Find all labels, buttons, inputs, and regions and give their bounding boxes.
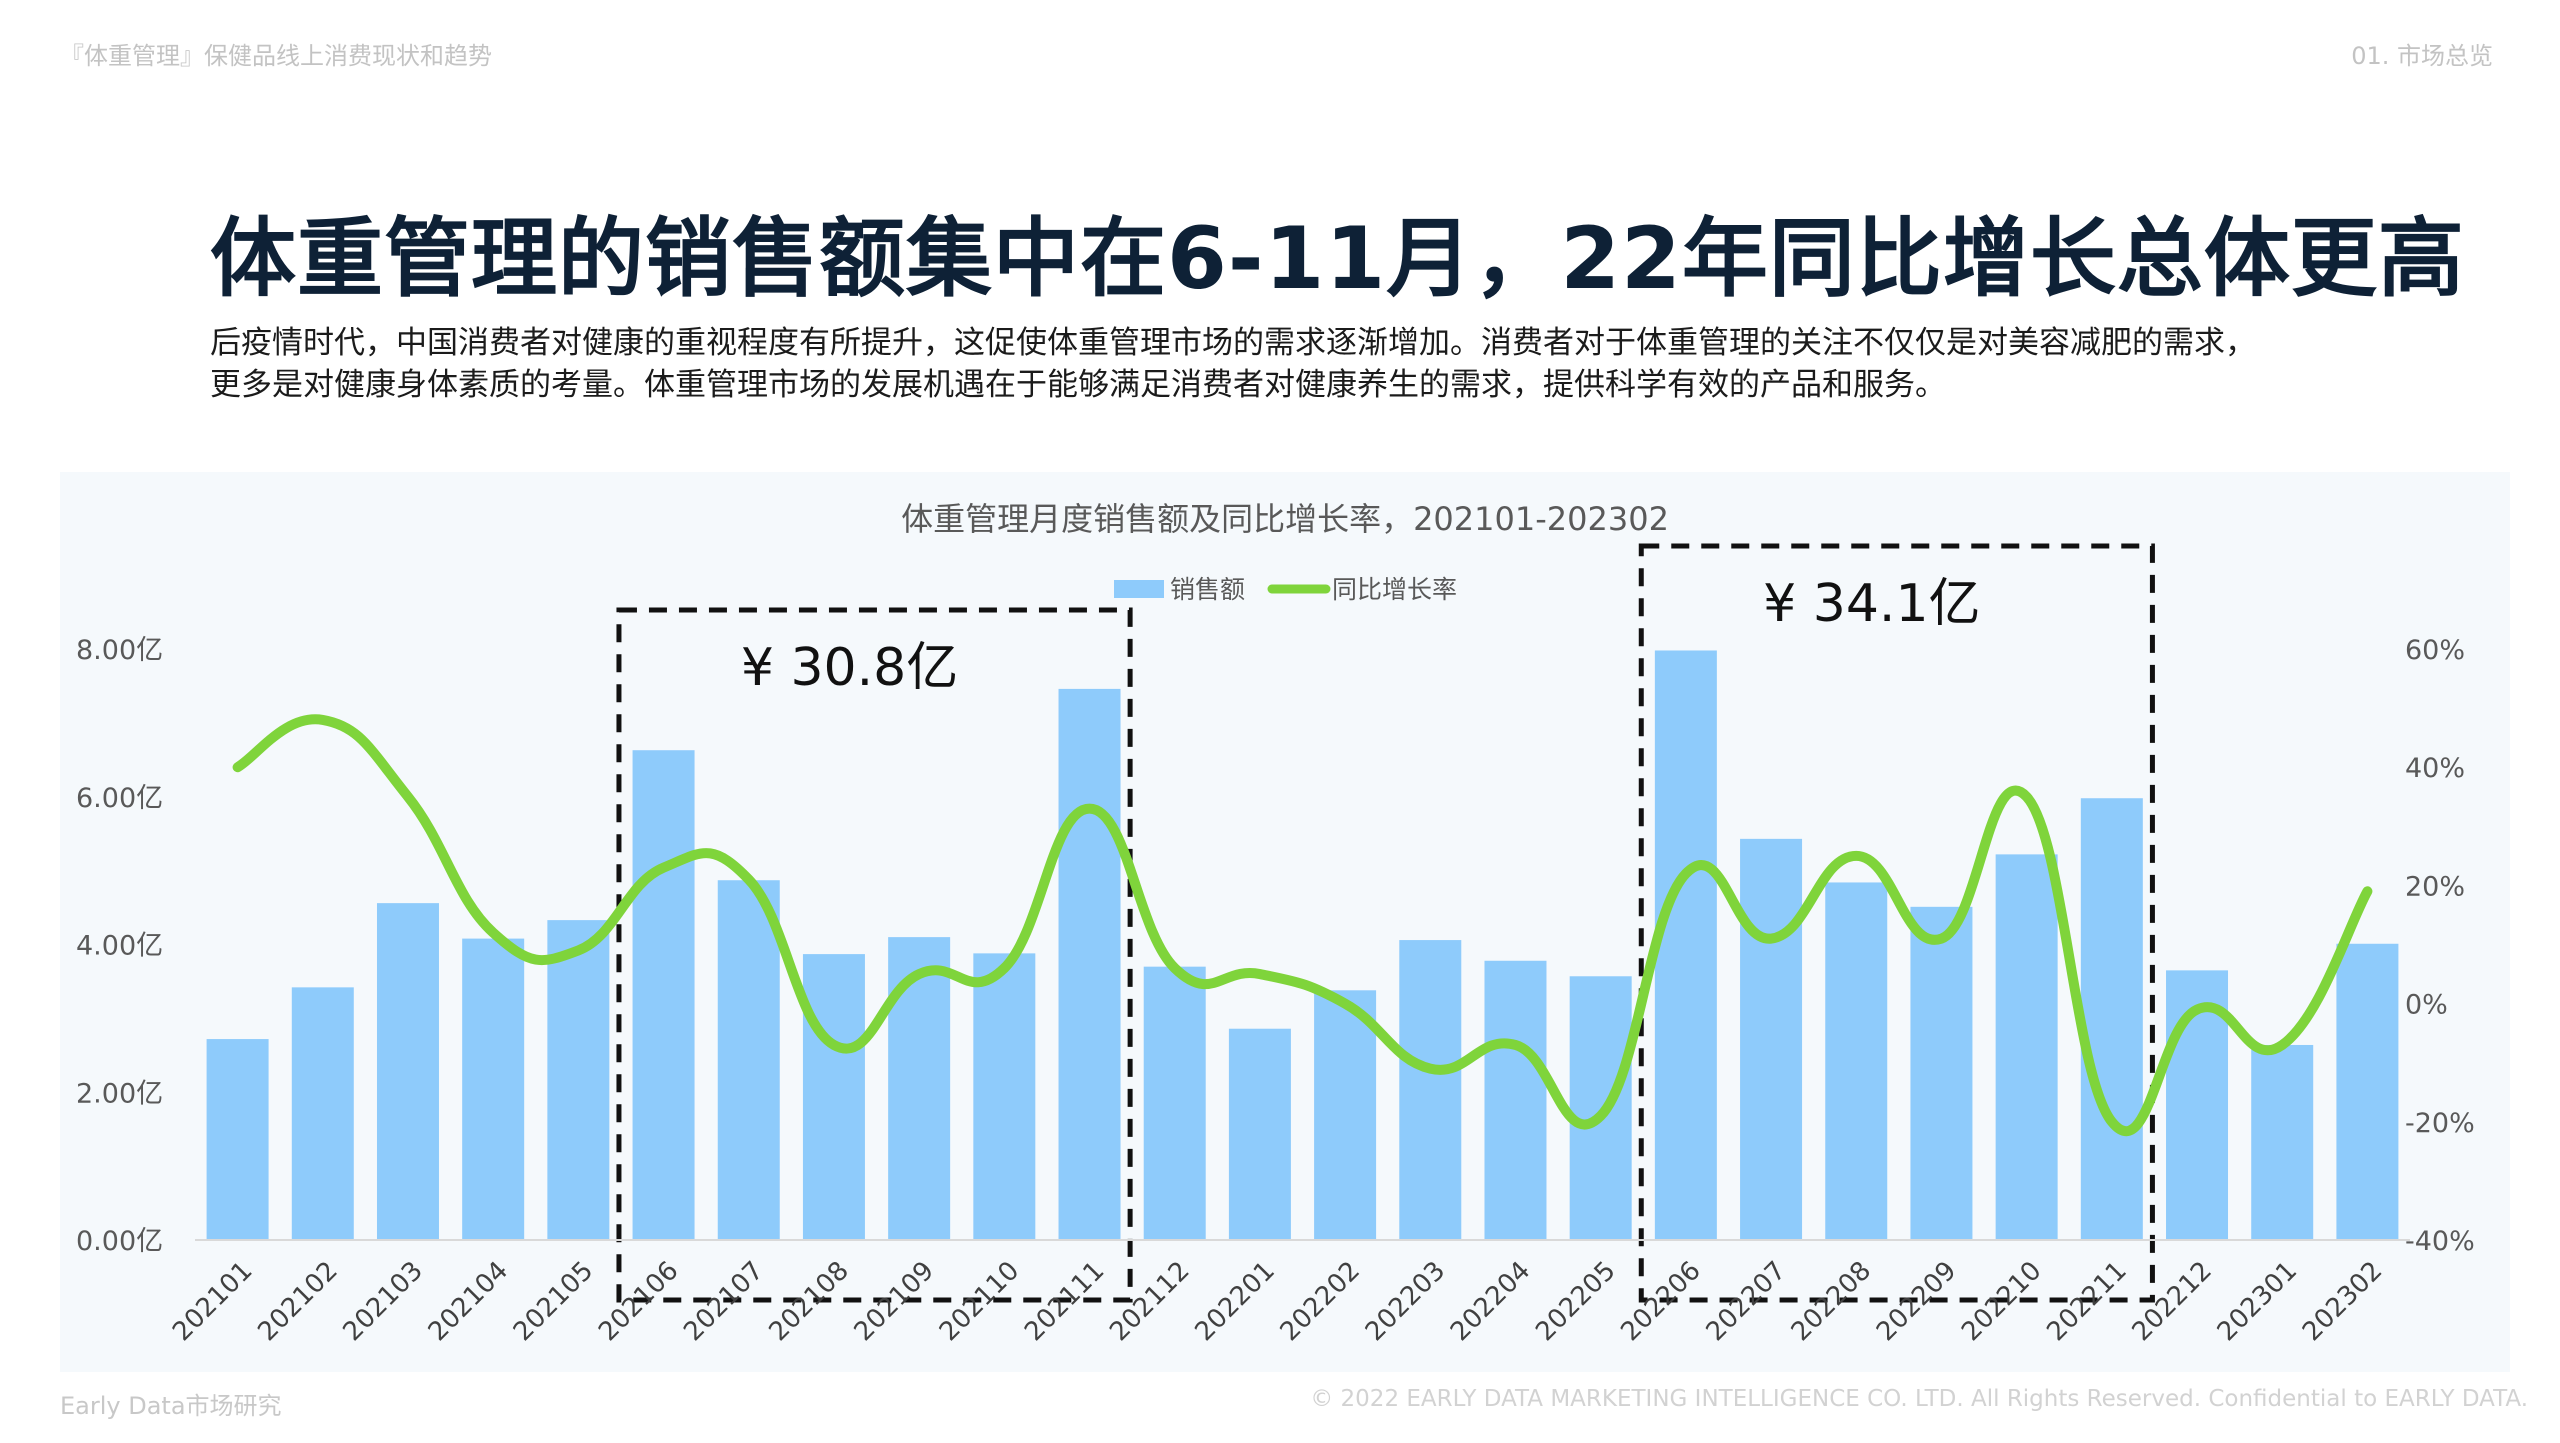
legend-line-label: 同比增长率 xyxy=(1332,575,1457,604)
bar-series xyxy=(206,650,2399,1240)
bar-202101 xyxy=(206,1039,269,1240)
bar-202111 xyxy=(1058,688,1121,1240)
bar-202109 xyxy=(888,937,951,1240)
bar-202209 xyxy=(1910,906,1973,1240)
x-axis-tick: 202109 xyxy=(849,1256,940,1347)
x-axis-tick: 202103 xyxy=(338,1256,429,1347)
x-axis-tick: 202208 xyxy=(1786,1256,1877,1347)
bar-202108 xyxy=(802,954,865,1240)
left-axis-tick: 0.00亿 xyxy=(76,1226,163,1257)
annotation-label: ¥ 34.1亿 xyxy=(1763,574,1980,634)
right-axis-tick: -20% xyxy=(2405,1108,2475,1139)
x-axis-tick: 202108 xyxy=(763,1256,854,1347)
report-title: 『体重管理』保健品线上消费现状和趋势 xyxy=(60,42,492,70)
growth-rate-line xyxy=(232,714,2373,1137)
bar-202211 xyxy=(2080,798,2143,1240)
x-axis-tick: 202203 xyxy=(1360,1256,1451,1347)
bar-202102 xyxy=(291,987,354,1240)
bar-202206 xyxy=(1654,650,1717,1240)
sales-growth-chart: ¥ 30.8亿 ¥ 34.1亿 0.00亿 2.00亿 4.00亿 6.00亿 8.00亿… xyxy=(76,500,2475,1347)
left-axis-tick: 2.00亿 xyxy=(76,1078,163,1109)
bar-202204 xyxy=(1484,960,1547,1240)
right-axis-tick: 20% xyxy=(2405,871,2465,902)
description-line: 后疫情时代，中国消费者对健康的重视程度有所提升，这促使体重管理市场的需求逐渐增加… xyxy=(210,325,2256,361)
bar-202107 xyxy=(717,880,780,1240)
x-axis-tick: 202201 xyxy=(1189,1256,1280,1347)
bar-202203 xyxy=(1399,940,1462,1240)
line-series xyxy=(232,714,2373,1137)
footer-brand: Early Data市场研究 xyxy=(60,1392,282,1420)
chart-panel: ¥ 30.8亿 ¥ 34.1亿 0.00亿 2.00亿 4.00亿 6.00亿 8.00亿… xyxy=(60,472,2510,1372)
x-axis-tick: 202104 xyxy=(423,1256,514,1347)
left-axis-tick: 8.00亿 xyxy=(76,635,163,666)
left-axis-tick: 6.00亿 xyxy=(76,783,163,814)
bar-202301 xyxy=(2251,1044,2314,1240)
description: 后疫情时代，中国消费者对健康的重视程度有所提升，这促使体重管理市场的需求逐渐增加… xyxy=(210,322,2256,406)
annotation-box xyxy=(1638,543,2155,1303)
section-label: 01. 市场总览 xyxy=(2351,42,2493,70)
bar-202208 xyxy=(1825,882,1888,1240)
left-axis-tick: 4.00亿 xyxy=(76,931,163,962)
legend: 销售额 同比增长率 xyxy=(1114,575,1457,604)
right-axis-tick: 60% xyxy=(2405,635,2465,666)
x-axis-tick: 202207 xyxy=(1701,1256,1792,1347)
right-axis-tick: 40% xyxy=(2405,753,2465,784)
bar-202110 xyxy=(973,953,1036,1240)
annotation-label: ¥ 30.8亿 xyxy=(741,638,958,698)
legend-bar-swatch xyxy=(1114,580,1164,598)
x-axis-tick: 202301 xyxy=(2212,1256,2303,1347)
legend-bar-label: 销售额 xyxy=(1170,575,1245,604)
bar-202106 xyxy=(632,750,695,1240)
x-axis-tick: 202205 xyxy=(1530,1256,1621,1347)
footer-copyright: © 2022 EARLY DATA MARKETING INTELLIGENCE… xyxy=(1310,1386,2528,1412)
right-axis-tick: 0% xyxy=(2405,990,2448,1021)
x-axis-tick: 202105 xyxy=(508,1256,599,1347)
annotation-box xyxy=(616,607,1133,1303)
x-axis-tick: 202302 xyxy=(2297,1256,2388,1347)
annotation-boxes: ¥ 30.8亿 ¥ 34.1亿 xyxy=(616,543,2155,1303)
bar-202103 xyxy=(376,903,439,1240)
x-axis-tick: 202202 xyxy=(1275,1256,1366,1347)
bar-202112 xyxy=(1143,966,1206,1240)
bar-202302 xyxy=(2336,943,2399,1240)
chart-title: 体重管理月度销售额及同比增长率，202101-202302 xyxy=(901,500,1669,538)
x-axis-tick: 202204 xyxy=(1445,1256,1536,1347)
right-axis-tick: -40% xyxy=(2405,1226,2475,1257)
bar-202207 xyxy=(1740,838,1803,1240)
bar-202105 xyxy=(547,920,610,1240)
bar-202201 xyxy=(1228,1028,1291,1240)
x-axis-tick: 202101 xyxy=(167,1256,258,1347)
bar-202205 xyxy=(1569,976,1632,1240)
x-axis-tick: 202102 xyxy=(252,1256,343,1347)
bar-202202 xyxy=(1314,990,1377,1240)
bar-202210 xyxy=(1995,854,2058,1240)
page-title: 体重管理的销售额集中在6-11月，22年同比增长总体更高 xyxy=(210,209,2465,309)
bar-202104 xyxy=(462,938,525,1240)
description-line: 更多是对健康身体素质的考量。体重管理市场的发展机遇在于能够满足消费者对健康养生的… xyxy=(210,367,1946,403)
